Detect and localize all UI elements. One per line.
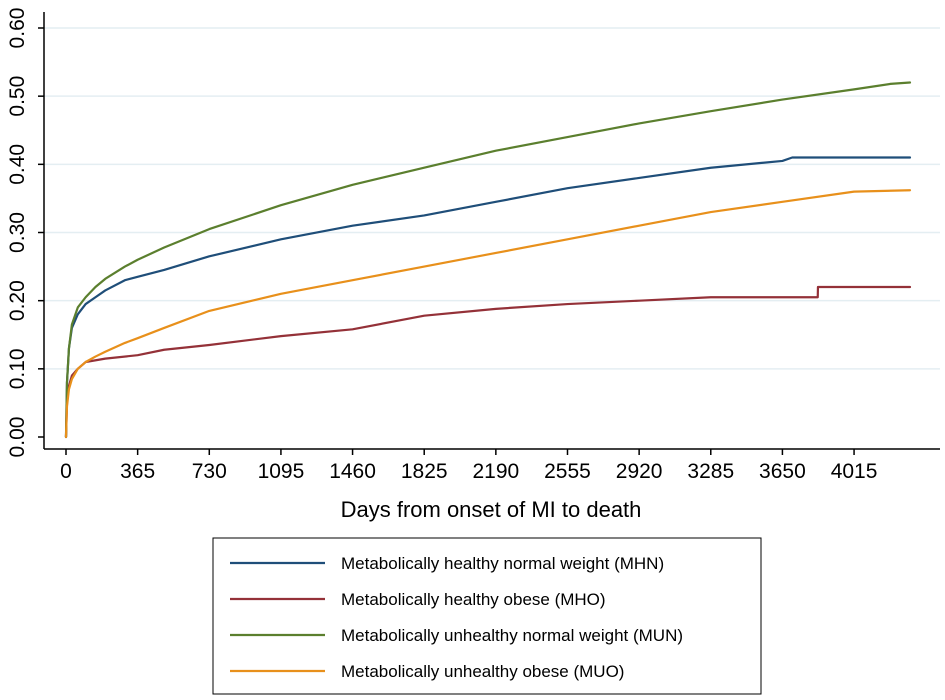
x-tick-label: 0	[60, 460, 72, 483]
legend-label-0: Metabolically healthy normal weight (MHN…	[341, 554, 664, 573]
y-tick-label: 0.10	[6, 348, 29, 389]
series-line-0	[64, 156, 912, 439]
legend: Metabolically healthy normal weight (MHN…	[212, 537, 762, 695]
x-tick-label: 4015	[831, 460, 878, 483]
x-tick-label: 1095	[258, 460, 305, 483]
series-line-3	[64, 189, 912, 439]
y-tick-label: 0.50	[6, 76, 29, 117]
y-tick-label: 0.30	[6, 212, 29, 253]
series-lines	[64, 81, 912, 439]
x-tick-label: 2190	[472, 460, 519, 483]
y-tick-label: 0.00	[6, 417, 29, 458]
x-tick-label: 3650	[759, 460, 806, 483]
x-tick-label: 1460	[329, 460, 376, 483]
x-axis-ticks: 0 365 730 1095 1460 1825 2190 2555 2920 3285 3650 4…	[60, 449, 877, 483]
series-line-2	[64, 81, 912, 439]
x-tick-label: 2555	[544, 460, 591, 483]
y-tick-label: 0.40	[6, 144, 29, 185]
x-tick-label: 2920	[616, 460, 663, 483]
axes	[43, 12, 940, 450]
series-line-1	[64, 285, 912, 439]
x-tick-label: 730	[192, 460, 227, 483]
y-tick-label: 0.20	[6, 280, 29, 321]
legend-label-2: Metabolically unhealthy normal weight (M…	[341, 626, 683, 645]
legend-entries: Metabolically healthy normal weight (MHN…	[230, 554, 683, 681]
x-tick-label: 365	[120, 460, 155, 483]
y-gridlines	[44, 27, 940, 370]
x-axis-title: Days from onset of MI to death	[341, 497, 642, 522]
legend-label-1: Metabolically healthy obese (MHO)	[341, 590, 606, 609]
x-tick-label: 1825	[401, 460, 448, 483]
y-tick-label: 0.60	[6, 8, 29, 49]
y-axis-ticks: 0.00 0.10 0.20 0.30 0.40 0.50 0.60	[6, 8, 44, 458]
x-tick-label: 3285	[687, 460, 734, 483]
legend-label-3: Metabolically unhealthy obese (MUO)	[341, 662, 624, 681]
